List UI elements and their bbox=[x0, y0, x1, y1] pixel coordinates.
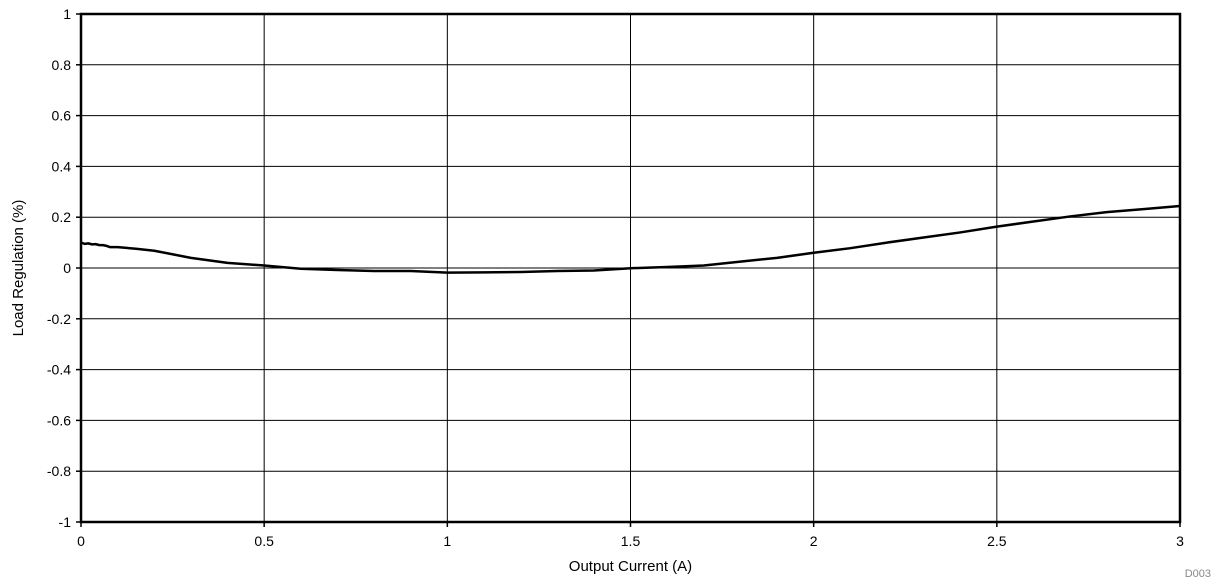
y-tick-label: -0.4 bbox=[47, 362, 71, 378]
y-tick-label: 0.2 bbox=[52, 209, 72, 225]
y-tick-label: 1 bbox=[63, 6, 71, 22]
y-tick-label: -1 bbox=[59, 514, 72, 530]
y-tick-label: 0.6 bbox=[52, 108, 72, 124]
y-tick-label: 0.8 bbox=[52, 57, 72, 73]
x-tick-label: 2.5 bbox=[987, 533, 1007, 549]
y-tick-label: -0.8 bbox=[47, 463, 71, 479]
series-line-load-regulation bbox=[80, 204, 1181, 274]
x-tick-label: 3 bbox=[1176, 533, 1184, 549]
x-tick-label: 0.5 bbox=[254, 533, 274, 549]
y-tick-label: -0.2 bbox=[47, 311, 71, 327]
grid-lines bbox=[76, 13, 1181, 527]
y-axis-title: Load Regulation (%) bbox=[10, 200, 27, 337]
y-tick-label: 0 bbox=[63, 260, 71, 276]
x-tick-label: 1 bbox=[443, 533, 451, 549]
y-tick-label: 0.4 bbox=[52, 158, 72, 174]
x-tick-label: 0 bbox=[77, 533, 85, 549]
y-tick-label: -0.6 bbox=[47, 412, 71, 428]
x-axis-title: Output Current (A) bbox=[569, 558, 692, 575]
plot-area-frame bbox=[79, 12, 1182, 524]
document-id-label: D003 bbox=[1185, 568, 1211, 580]
x-tick-label: 2 bbox=[810, 533, 818, 549]
y-axis-tick-labels: 1 0.8 0.6 0.4 0.2 0 -0.2 -0.4 -0.6 -0.8 -1 bbox=[47, 6, 71, 530]
x-axis-tick-labels: 0 0.5 1 1.5 2 2.5 3 bbox=[77, 533, 1184, 549]
x-tick-label: 1.5 bbox=[621, 533, 641, 549]
